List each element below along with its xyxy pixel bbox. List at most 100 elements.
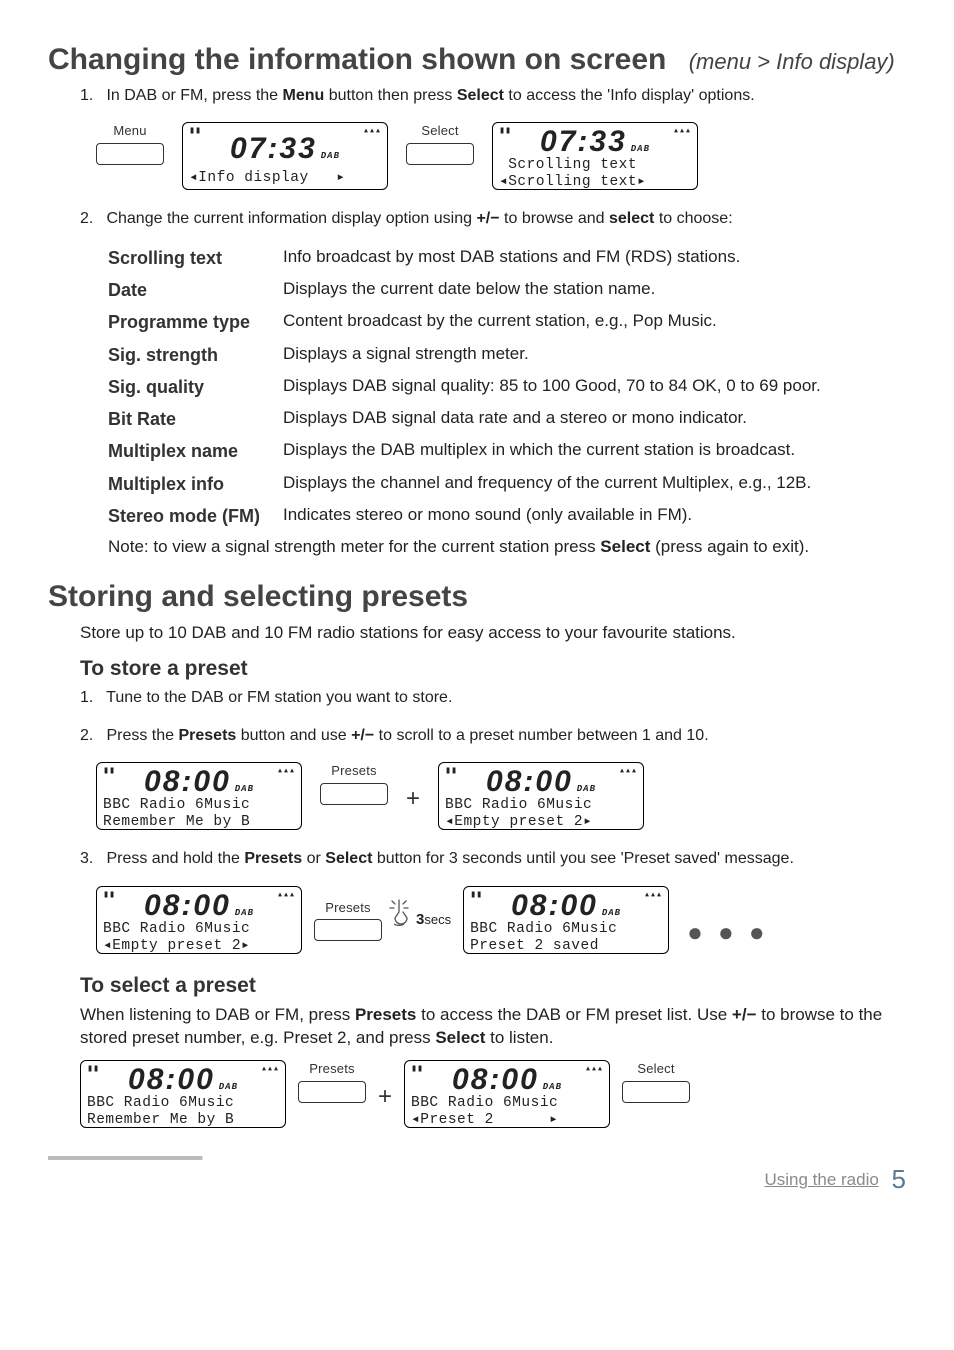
ellipsis-dots: ● ● ● bbox=[687, 915, 769, 954]
store-step-1: 1. Tune to the DAB or FM station you wan… bbox=[80, 687, 906, 709]
figure-store-1: ▮▮▴▴▴ 08:00DAB BBC Radio 6Music Remember… bbox=[96, 762, 906, 830]
info-steps-2: 2. Change the current information displa… bbox=[80, 208, 906, 230]
lcd-line: Remember Me by B bbox=[103, 814, 295, 831]
select-button-block: Select bbox=[622, 1060, 690, 1103]
store-step-2: 2. Press the Presets button and use +/− … bbox=[80, 725, 906, 747]
table-row: DateDisplays the current date below the … bbox=[108, 278, 906, 302]
section-title-presets: Storing and selecting presets bbox=[48, 577, 906, 618]
plus-icon: + bbox=[406, 777, 420, 815]
info-steps: 1. In DAB or FM, press the Menu button t… bbox=[80, 85, 906, 107]
lcd-screen: ▮▮▴▴▴ 07:33DAB Scrolling text ◂Scrolling… bbox=[492, 122, 698, 190]
step-text: Press the Presets button and use +/− to … bbox=[106, 727, 708, 744]
option-desc: Displays the DAB multiplex in which the … bbox=[283, 439, 906, 463]
step-text: Tune to the DAB or FM station you want t… bbox=[106, 689, 452, 706]
select-button-label: Select bbox=[637, 1060, 674, 1078]
plus-icon: + bbox=[378, 1075, 392, 1113]
table-row: Multiplex nameDisplays the DAB multiplex… bbox=[108, 439, 906, 463]
option-term: Stereo mode (FM) bbox=[108, 504, 283, 528]
option-desc: Content broadcast by the current station… bbox=[283, 310, 906, 334]
table-row: Multiplex infoDisplays the channel and f… bbox=[108, 472, 906, 496]
step-text: Press and hold the Presets or Select but… bbox=[106, 850, 793, 867]
table-row: Bit RateDisplays DAB signal data rate an… bbox=[108, 407, 906, 431]
lcd-screen: ▮▮▴▴▴ 08:00DAB BBC Radio 6Music ◂Preset … bbox=[404, 1060, 610, 1128]
option-desc: Displays the channel and frequency of th… bbox=[283, 472, 906, 496]
page-number: 5 bbox=[892, 1164, 906, 1194]
menu-button-label: Menu bbox=[113, 122, 146, 140]
lcd-clock: 07:33 bbox=[230, 134, 317, 164]
select-button-icon bbox=[622, 1081, 690, 1103]
lcd-dab: DAB bbox=[602, 909, 621, 921]
lcd-line: ◂Empty preset 2▸ bbox=[103, 938, 295, 955]
store-step-3: 3. Press and hold the Presets or Select … bbox=[80, 848, 906, 870]
press-hold-block: Presets 3secs bbox=[314, 899, 451, 942]
lcd-line: ◂Preset 2 ▸ bbox=[411, 1112, 603, 1129]
figure-select: ▮▮▴▴▴ 08:00DAB BBC Radio 6Music Remember… bbox=[80, 1060, 906, 1128]
page-footer: Using the radio 5 bbox=[48, 1156, 906, 1197]
select-button-block: Select bbox=[406, 122, 474, 165]
lcd-clock: 08:00 bbox=[144, 767, 231, 797]
lcd-clock: 07:33 bbox=[540, 127, 627, 157]
info-options-table: Scrolling textInfo broadcast by most DAB… bbox=[108, 246, 906, 529]
option-term: Sig. strength bbox=[108, 343, 283, 367]
step-number: 3. bbox=[80, 848, 102, 870]
info-note: Note: to view a signal strength meter fo… bbox=[108, 536, 906, 559]
step-number: 2. bbox=[80, 208, 102, 230]
presets-button-label: Presets bbox=[325, 899, 370, 917]
lcd-line: BBC Radio 6Music bbox=[411, 1095, 603, 1112]
option-desc: Indicates stereo or mono sound (only ava… bbox=[283, 504, 906, 528]
option-term: Scrolling text bbox=[108, 246, 283, 270]
footer-text: Using the radio 5 bbox=[48, 1162, 906, 1197]
title-text: Changing the information shown on screen bbox=[48, 43, 666, 76]
option-desc: Displays DAB signal data rate and a ster… bbox=[283, 407, 906, 431]
lcd-line: Scrolling text bbox=[499, 157, 691, 174]
option-desc: Info broadcast by most DAB stations and … bbox=[283, 246, 906, 270]
lcd-dab: DAB bbox=[235, 909, 254, 921]
option-term: Sig. quality bbox=[108, 375, 283, 399]
step-text: In DAB or FM, press the Menu button then… bbox=[106, 87, 754, 104]
select-preset-heading: To select a preset bbox=[80, 972, 906, 1000]
presets-button-icon bbox=[320, 783, 388, 805]
finger-press-icon bbox=[386, 898, 412, 932]
lcd-dab: DAB bbox=[235, 785, 254, 797]
menu-button-block: Menu bbox=[96, 122, 164, 165]
footer-section-label: Using the radio bbox=[764, 1170, 878, 1189]
info-step-1: 1. In DAB or FM, press the Menu button t… bbox=[80, 85, 906, 107]
table-row: Programme typeContent broadcast by the c… bbox=[108, 310, 906, 334]
option-desc: Displays DAB signal quality: 85 to 100 G… bbox=[283, 375, 906, 399]
store-steps: 1. Tune to the DAB or FM station you wan… bbox=[80, 687, 906, 746]
table-row: Sig. strengthDisplays a signal strength … bbox=[108, 343, 906, 367]
footer-bar bbox=[48, 1156, 906, 1160]
lcd-line: BBC Radio 6Music bbox=[445, 797, 637, 814]
select-button-icon bbox=[406, 143, 474, 165]
presets-button-block: Presets bbox=[314, 899, 382, 942]
lcd-screen: ▮▮▴▴▴ 08:00DAB BBC Radio 6Music Remember… bbox=[80, 1060, 286, 1128]
info-step-2: 2. Change the current information displa… bbox=[80, 208, 906, 230]
select-preset-text: When listening to DAB or FM, press Prese… bbox=[80, 1004, 906, 1050]
presets-button-block: Presets bbox=[320, 762, 388, 805]
store-preset-heading: To store a preset bbox=[80, 655, 906, 683]
lcd-line: BBC Radio 6Music bbox=[103, 921, 295, 938]
step-number: 1. bbox=[80, 85, 102, 107]
option-term: Bit Rate bbox=[108, 407, 283, 431]
lcd-clock: 08:00 bbox=[486, 767, 573, 797]
presets-button-icon bbox=[314, 919, 382, 941]
step-text: Change the current information display o… bbox=[106, 210, 732, 227]
lcd-clock: 08:00 bbox=[452, 1065, 539, 1095]
lcd-screen: ▮▮▴▴▴ 07:33DAB ◂Info display ▸ bbox=[182, 122, 388, 190]
select-button-label: Select bbox=[421, 122, 458, 140]
lcd-screen: ▮▮▴▴▴ 08:00DAB BBC Radio 6Music ◂Empty p… bbox=[438, 762, 644, 830]
lcd-line: BBC Radio 6Music bbox=[470, 921, 662, 938]
lcd-line: BBC Radio 6Music bbox=[87, 1095, 279, 1112]
lcd-screen: ▮▮▴▴▴ 08:00DAB BBC Radio 6Music Remember… bbox=[96, 762, 302, 830]
option-term: Date bbox=[108, 278, 283, 302]
presets-intro: Store up to 10 DAB and 10 FM radio stati… bbox=[80, 622, 906, 645]
section-title-info: Changing the information shown on screen… bbox=[48, 40, 906, 81]
figure-store-2: ▮▮▴▴▴ 08:00DAB BBC Radio 6Music ◂Empty p… bbox=[96, 886, 906, 954]
store-steps-3: 3. Press and hold the Presets or Select … bbox=[80, 848, 906, 870]
option-desc: Displays a signal strength meter. bbox=[283, 343, 906, 367]
lcd-clock: 08:00 bbox=[144, 891, 231, 921]
lcd-dab: DAB bbox=[631, 145, 650, 157]
lcd-dab: DAB bbox=[577, 785, 596, 797]
presets-button-label: Presets bbox=[331, 762, 376, 780]
presets-button-block: Presets bbox=[298, 1060, 366, 1103]
